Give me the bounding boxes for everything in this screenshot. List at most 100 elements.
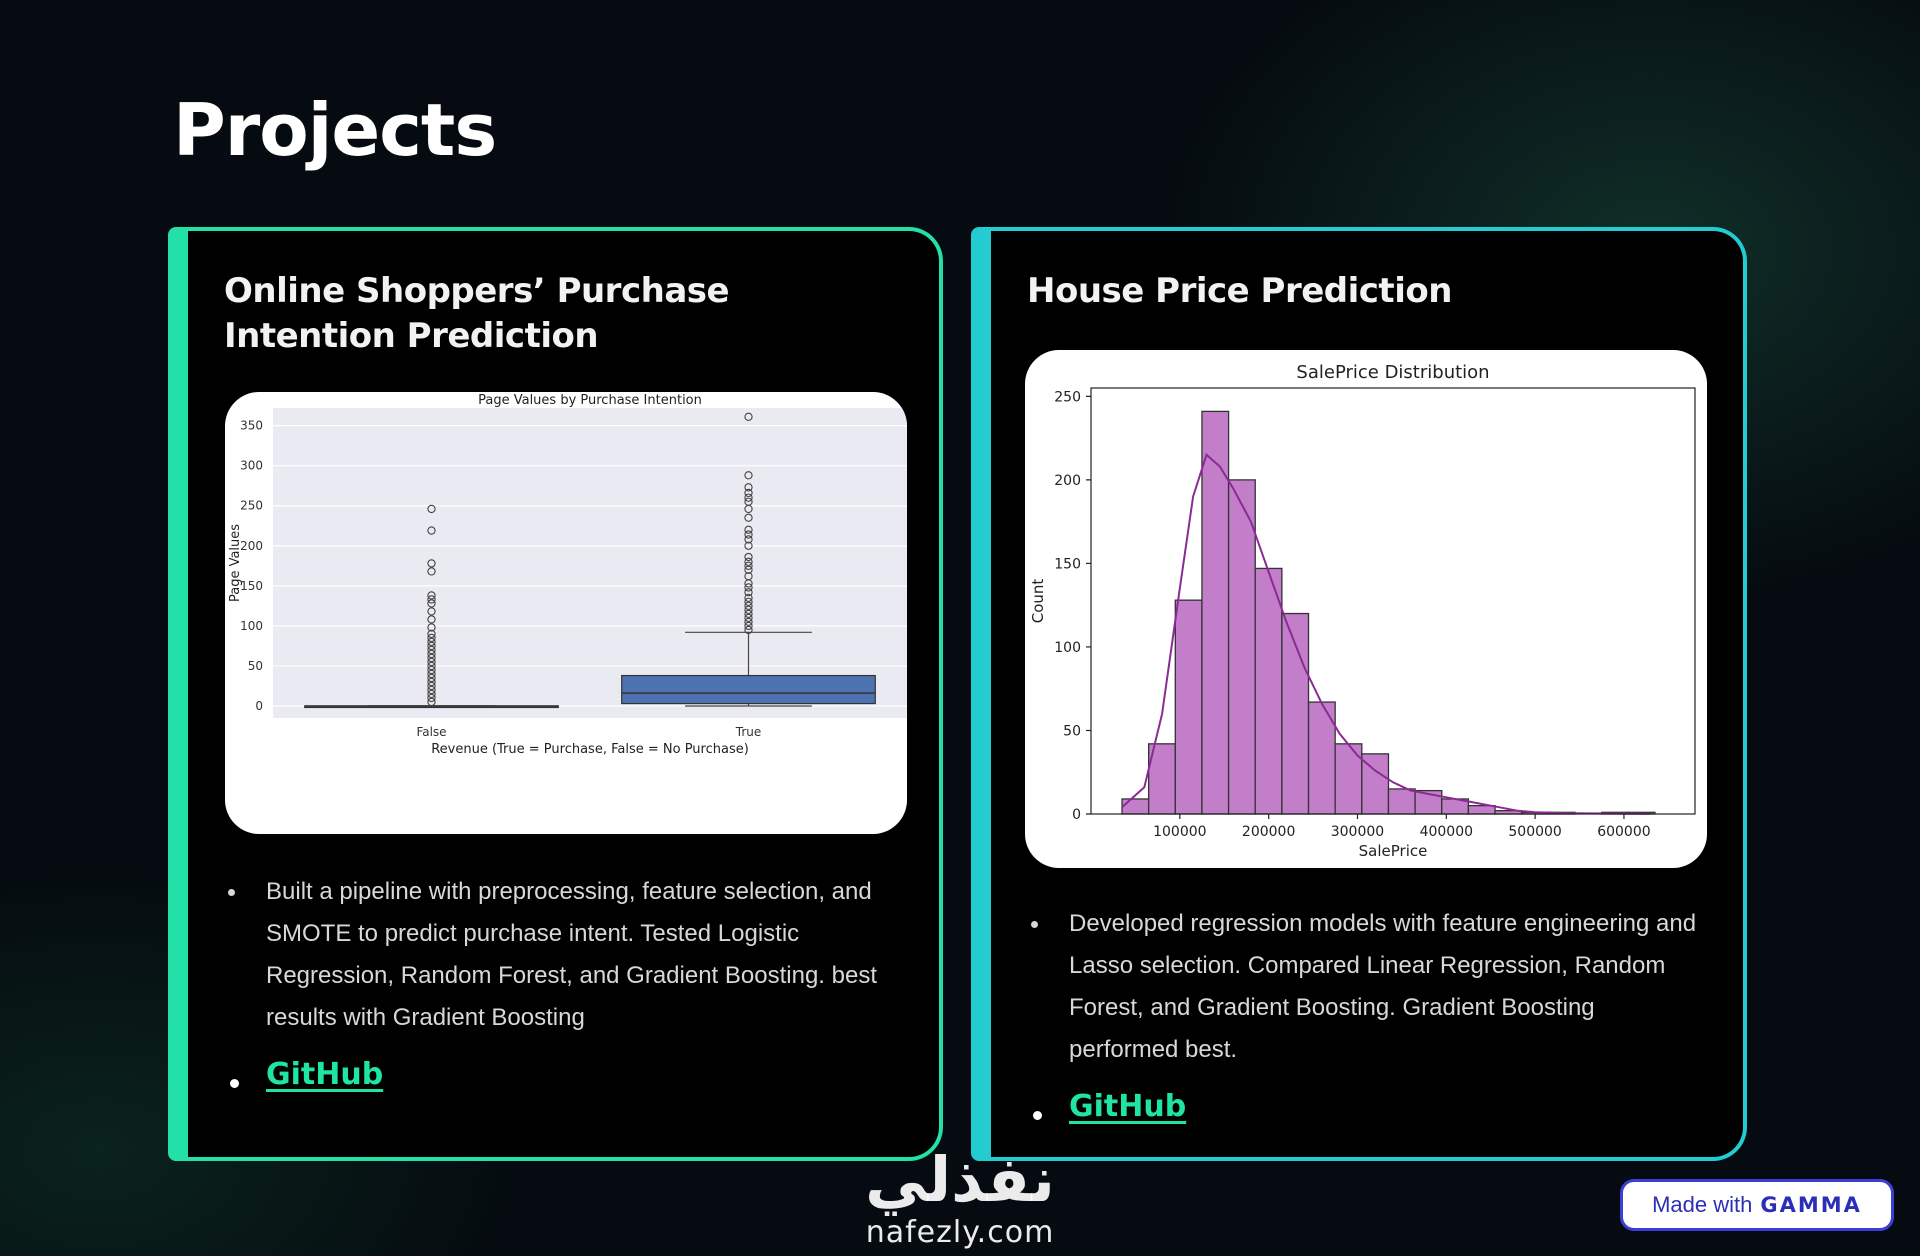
y-tick-label: 100: [1054, 640, 1081, 656]
x-tick-label: 200000: [1242, 824, 1295, 840]
watermark-arabic: نفذلي: [865, 1143, 1055, 1216]
x-axis-label: SalePrice: [1359, 842, 1428, 860]
outlier-point: [744, 530, 753, 539]
outlier-point: [744, 609, 753, 619]
chart-title: SalePrice Distribution: [1296, 362, 1489, 383]
y-tick-label: 50: [1063, 723, 1081, 739]
boxplot-chart-container: 0 50 100 150 200 250 300 350 False True Page Value…: [225, 392, 907, 834]
outlier-point: [744, 605, 753, 615]
outlier-point: [744, 488, 753, 498]
project-title: Online Shoppers’ Purchase Intention Pred…: [224, 271, 730, 356]
y-tick-label: 150: [1054, 556, 1081, 572]
x-tick-label: 300000: [1331, 824, 1384, 840]
outlier-point: [427, 689, 436, 699]
project-bullets: Built a pipeline with preprocessing, fea…: [224, 871, 904, 1092]
plot-frame: [1090, 387, 1696, 815]
bullet-dot-icon: [230, 1079, 239, 1088]
link-item: GitHub: [1027, 1089, 1707, 1124]
y-tick-label: 250: [1054, 389, 1081, 405]
outlier-point: [427, 649, 436, 659]
kde-line: [1121, 453, 1651, 815]
outlier-point: [427, 504, 436, 514]
y-axis-label: Count: [1029, 579, 1047, 624]
x-tick-label: 600000: [1597, 824, 1650, 840]
outlier-point: [744, 588, 753, 597]
outlier-point: [744, 601, 753, 611]
outlier-point: [744, 613, 753, 623]
y-tick-label: 0: [255, 699, 263, 713]
histogram-bar: [1254, 567, 1283, 815]
github-link[interactable]: GitHub: [1069, 1089, 1187, 1124]
project-card-house-price: House Price Prediction 0 50 100 150 200 250 10…: [971, 227, 1747, 1161]
project-description: Developed regression models with feature…: [1069, 910, 1697, 1063]
outlier-point: [427, 681, 436, 691]
y-axis-label: Page Values: [228, 524, 243, 602]
outlier-point: [744, 593, 753, 602]
outlier-point: [427, 657, 436, 667]
outlier-point: [427, 629, 436, 639]
outlier-point: [427, 669, 436, 679]
outlier-point: [744, 572, 753, 581]
saleprice-histogram: 0 50 100 150 200 250 100000 200000 300000 400000 5…: [1029, 362, 1696, 860]
outlier-point: [427, 591, 436, 600]
bullet-dot-icon: [228, 889, 235, 896]
histogram-bar: [1174, 599, 1203, 815]
y-tick-label: 200: [1054, 473, 1081, 489]
x-tick-label: False: [416, 725, 446, 739]
histogram-chart-container: 0 50 100 150 200 250 100000 200000 300000 400000 5…: [1025, 350, 1707, 868]
outlier-point: [744, 565, 753, 574]
outlier-point: [427, 673, 436, 683]
description-item: Built a pipeline with preprocessing, fea…: [224, 871, 904, 1039]
outlier-point: [744, 513, 753, 522]
outlier-point: [427, 526, 436, 535]
outlier-point: [427, 685, 436, 695]
histogram-bar: [1121, 798, 1150, 815]
y-tick-label: 200: [240, 539, 263, 553]
page-values-boxplot: 0 50 100 150 200 250 300 350 False True Page Value…: [228, 393, 907, 757]
bullet-dot-icon: [1033, 1111, 1042, 1120]
watermark-latin: nafezly.com: [865, 1215, 1055, 1250]
y-tick-label: 100: [240, 619, 263, 633]
y-tick-label: 0: [1072, 807, 1081, 823]
gamma-logo: GAMMA: [1760, 1193, 1862, 1217]
outlier-point: [744, 617, 753, 627]
made-with-gamma-badge[interactable]: Made with GAMMA: [1620, 1179, 1894, 1231]
histogram-bar: [1307, 701, 1336, 815]
outlier-point: [427, 595, 436, 604]
outlier-point: [744, 493, 753, 502]
outlier-point: [744, 561, 753, 570]
outlier-point: [427, 697, 436, 707]
y-tick-label: 300: [240, 459, 263, 473]
outlier-point: [427, 633, 436, 643]
histogram-bar: [1201, 410, 1230, 815]
outlier-point: [744, 483, 753, 492]
outlier-point: [744, 552, 753, 562]
y-tick-label: 150: [240, 579, 263, 593]
outlier-point: [427, 567, 436, 576]
project-title: House Price Prediction: [1027, 271, 1452, 311]
outlier-point: [427, 645, 436, 655]
link-item: GitHub: [224, 1057, 904, 1092]
project-card-shoppers: Online Shoppers’ Purchase Intention Pred…: [168, 227, 943, 1161]
outlier-point: [427, 559, 436, 568]
outlier-point: [744, 597, 753, 607]
outlier-point: [427, 693, 436, 703]
x-tick-label: 500000: [1508, 824, 1561, 840]
outlier-point: [427, 637, 436, 647]
outlier-point: [427, 607, 436, 616]
github-link[interactable]: GitHub: [266, 1057, 384, 1092]
outlier-point: [744, 535, 753, 544]
outlier-point: [744, 557, 753, 566]
y-tick-label: 350: [240, 419, 263, 433]
histogram-bar: [1387, 788, 1416, 815]
chart-title: Page Values by Purchase Intention: [478, 393, 702, 408]
x-tick-label: 400000: [1420, 824, 1473, 840]
outlier-point: [744, 583, 753, 592]
outlier-point: [427, 653, 436, 663]
project-bullets: Developed regression models with feature…: [1027, 903, 1707, 1124]
outlier-point: [427, 661, 436, 671]
x-axis-label: Revenue (True = Purchase, False = No Pur…: [431, 742, 749, 757]
outlier-point: [427, 665, 436, 675]
project-description: Built a pipeline with preprocessing, fea…: [266, 878, 877, 1031]
outlier-point: [744, 625, 753, 635]
